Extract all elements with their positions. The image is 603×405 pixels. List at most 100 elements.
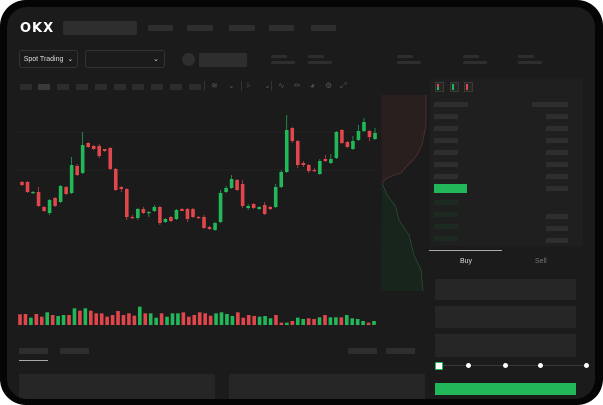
timeframe-button[interactable] bbox=[170, 84, 182, 90]
ask-amount[interactable] bbox=[546, 138, 568, 143]
bid-amount[interactable] bbox=[546, 226, 568, 231]
volume-bar bbox=[344, 315, 349, 325]
buy-button[interactable] bbox=[435, 383, 576, 395]
volume-bar bbox=[236, 312, 240, 325]
timeframe-button[interactable] bbox=[132, 84, 144, 90]
pair-name-placeholder bbox=[199, 53, 247, 67]
volume-bar bbox=[366, 322, 371, 325]
expand-icon[interactable]: ⤢ bbox=[340, 81, 347, 90]
gauge-icon[interactable]: ◕ bbox=[310, 81, 315, 90]
tab-order-history[interactable] bbox=[60, 348, 89, 354]
volume-bar bbox=[39, 316, 44, 325]
timeframe-button[interactable] bbox=[189, 84, 201, 90]
ask-price[interactable] bbox=[434, 150, 458, 155]
candle-body bbox=[75, 166, 79, 175]
ask-price[interactable] bbox=[434, 138, 458, 143]
volume-bar bbox=[230, 316, 235, 325]
candle-body bbox=[351, 141, 355, 149]
order-book-asks-icon[interactable] bbox=[464, 82, 473, 92]
candle-body bbox=[152, 207, 157, 211]
chevron-down-icon[interactable]: ⌄ bbox=[228, 81, 235, 90]
candle-body bbox=[301, 163, 306, 165]
volume-bar bbox=[99, 313, 104, 325]
ask-amount[interactable] bbox=[546, 126, 568, 131]
nav-item[interactable] bbox=[229, 25, 255, 31]
ask-price[interactable] bbox=[434, 174, 458, 179]
volume-bar bbox=[350, 318, 355, 325]
search-placeholder[interactable] bbox=[63, 21, 137, 35]
bid-price[interactable] bbox=[434, 224, 458, 229]
volume-bar bbox=[110, 315, 115, 325]
tab-buy[interactable]: Buy bbox=[460, 258, 473, 265]
slider-stop-25[interactable] bbox=[466, 363, 471, 368]
ask-amount[interactable] bbox=[546, 150, 568, 155]
price-input[interactable] bbox=[435, 279, 576, 300]
candlestick-chart[interactable] bbox=[7, 7, 595, 399]
volume-bar bbox=[219, 312, 224, 325]
timeframe-button[interactable] bbox=[20, 84, 32, 90]
okx-logo[interactable]: OKX bbox=[20, 21, 55, 36]
timeframe-button[interactable] bbox=[114, 84, 126, 90]
candle-body bbox=[356, 131, 361, 140]
filter-button[interactable] bbox=[348, 348, 377, 354]
volume-bar bbox=[361, 321, 365, 325]
candle-body bbox=[218, 193, 223, 222]
nav-item[interactable] bbox=[311, 25, 336, 31]
pair-select[interactable]: ⌄ bbox=[85, 50, 165, 68]
tab-open-orders[interactable] bbox=[19, 348, 48, 354]
ruler-icon[interactable]: ✏ bbox=[294, 81, 301, 90]
bid-amount[interactable] bbox=[546, 214, 568, 219]
amount-slider-track[interactable] bbox=[439, 365, 587, 366]
interval-icon[interactable]: ≋ bbox=[211, 81, 218, 90]
candle-body bbox=[113, 169, 118, 190]
chevron-down-icon[interactable]: ⌄ bbox=[264, 81, 271, 90]
nav-item[interactable] bbox=[187, 25, 213, 31]
timeframe-button[interactable] bbox=[38, 84, 50, 90]
order-book-both-icon[interactable] bbox=[435, 82, 444, 92]
bid-price[interactable] bbox=[434, 200, 458, 205]
ask-amount[interactable] bbox=[546, 162, 568, 167]
ask-amount[interactable] bbox=[546, 174, 568, 179]
slider-stop-50[interactable] bbox=[503, 363, 508, 368]
bid-price[interactable] bbox=[434, 212, 458, 217]
gear-icon[interactable]: ⚙ bbox=[325, 81, 333, 90]
candle-body bbox=[191, 209, 195, 217]
bid-amount[interactable] bbox=[546, 238, 568, 243]
filter-button[interactable] bbox=[386, 348, 415, 354]
tab-sell[interactable]: Sell bbox=[535, 258, 547, 265]
bid-price[interactable] bbox=[434, 236, 458, 241]
market-type-button[interactable]: Spot Trading ⌄ bbox=[19, 50, 78, 68]
candle-body bbox=[163, 219, 168, 222]
volume-bar bbox=[328, 317, 333, 325]
nav-item[interactable] bbox=[269, 25, 294, 31]
timeframe-button[interactable] bbox=[151, 84, 163, 90]
candle-body bbox=[108, 148, 113, 169]
volume-bar bbox=[45, 312, 50, 325]
volume-bar bbox=[197, 312, 202, 325]
amount-input[interactable] bbox=[435, 306, 576, 328]
slider-handle[interactable] bbox=[435, 362, 443, 370]
line-icon[interactable]: ∿ bbox=[278, 81, 285, 90]
ask-amount[interactable] bbox=[546, 186, 568, 191]
ask-price[interactable] bbox=[434, 114, 458, 119]
total-input[interactable] bbox=[435, 334, 576, 357]
nav-item[interactable] bbox=[148, 25, 173, 31]
volume-bar bbox=[263, 316, 267, 325]
volume-bar bbox=[78, 310, 82, 325]
volume-bar bbox=[61, 315, 66, 325]
order-book-bids-icon[interactable] bbox=[450, 82, 459, 92]
timeframe-button[interactable] bbox=[57, 84, 69, 90]
timeframe-button[interactable] bbox=[95, 84, 107, 90]
candle-body bbox=[31, 192, 35, 194]
ask-price[interactable] bbox=[434, 162, 458, 167]
ask-price[interactable] bbox=[434, 126, 458, 131]
candle-body bbox=[290, 128, 295, 141]
slider-stop-100[interactable] bbox=[584, 363, 589, 368]
candle-type-icon[interactable]: ⊦ bbox=[247, 81, 252, 90]
slider-stop-75[interactable] bbox=[538, 363, 543, 368]
volume-bar bbox=[67, 315, 71, 325]
candle-body bbox=[284, 130, 289, 172]
timeframe-button[interactable] bbox=[76, 84, 88, 90]
ask-amount[interactable] bbox=[546, 114, 568, 119]
